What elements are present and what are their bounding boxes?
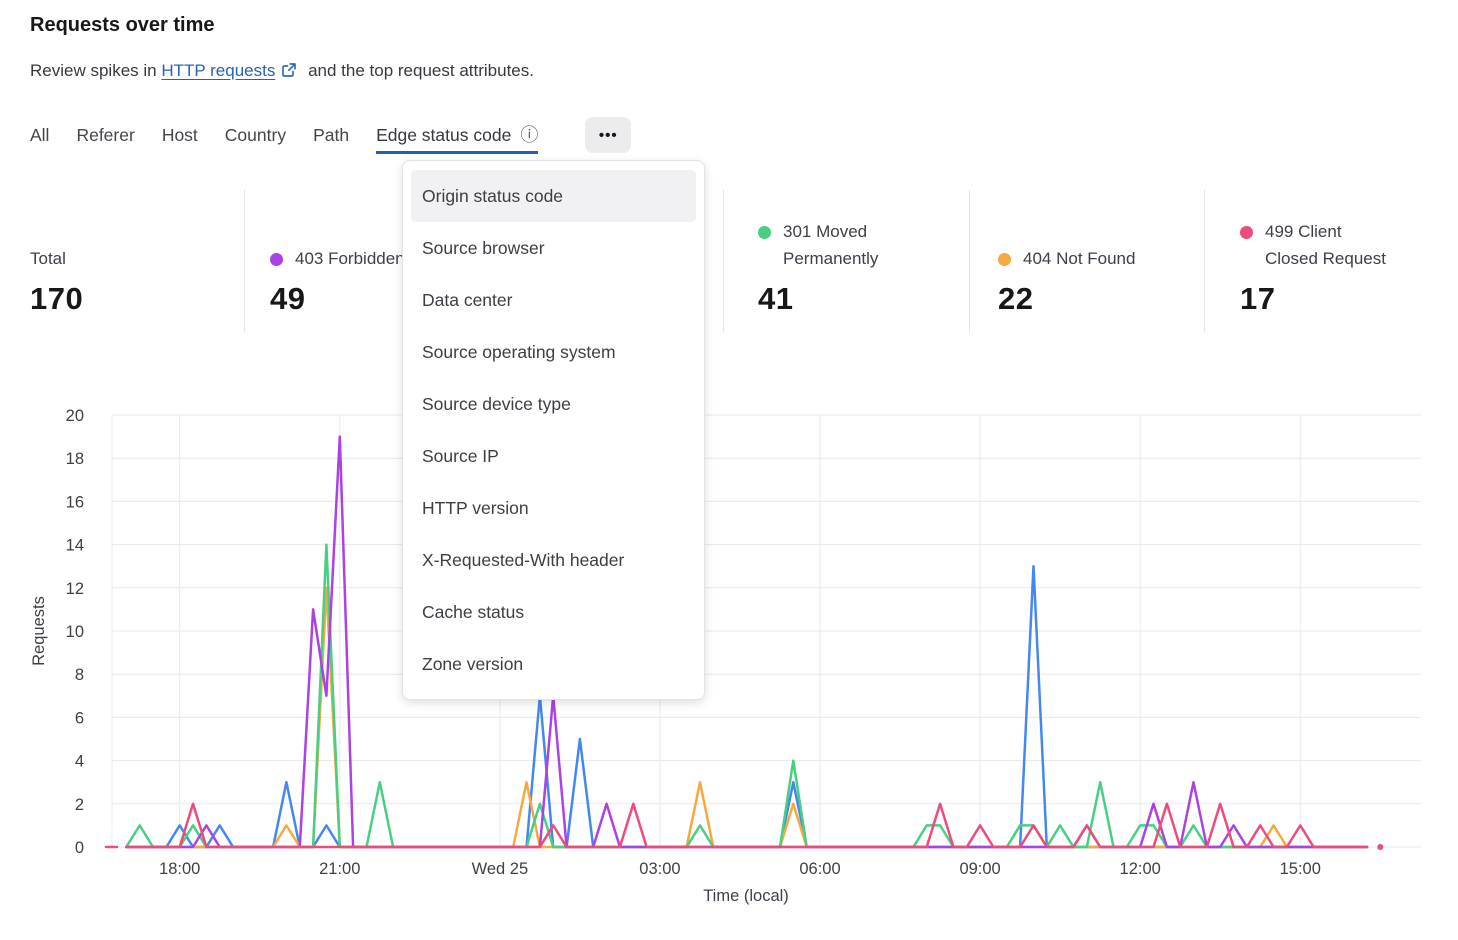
tab-all[interactable]: All xyxy=(30,124,50,145)
tab-edge-status-code-label: Edge status code xyxy=(376,124,512,145)
stat-card-301: 301 Moved Permanently 41 xyxy=(758,196,910,317)
external-link-icon xyxy=(281,62,297,83)
svg-text:8: 8 xyxy=(75,666,84,684)
svg-text:21:00: 21:00 xyxy=(319,860,360,878)
stat-value-403: 49 xyxy=(270,281,306,316)
svg-text:06:00: 06:00 xyxy=(799,860,840,878)
stat-divider xyxy=(244,190,245,332)
svg-text:2: 2 xyxy=(75,796,84,814)
svg-text:12: 12 xyxy=(66,580,84,598)
svg-text:10: 10 xyxy=(66,623,84,641)
subtitle-suffix: and the top request attributes. xyxy=(308,61,534,80)
active-tab-underline xyxy=(376,151,539,154)
stat-label-301: 301 Moved Permanently xyxy=(783,222,879,268)
legend-dot-404 xyxy=(998,252,1011,266)
tab-path[interactable]: Path xyxy=(313,124,350,145)
svg-text:Requests: Requests xyxy=(30,596,48,666)
stat-label-404: 404 Not Found xyxy=(1023,248,1136,268)
svg-text:18: 18 xyxy=(66,450,84,468)
menu-item-http-version[interactable]: HTTP version xyxy=(422,497,529,518)
menu-item-source-ip[interactable]: Source IP xyxy=(422,445,499,466)
menu-item-zone-version[interactable]: Zone version xyxy=(422,653,524,674)
menu-item-data-center[interactable]: Data center xyxy=(422,289,513,310)
svg-text:4: 4 xyxy=(75,753,84,771)
stat-total-label: Total xyxy=(30,248,66,268)
tab-referer[interactable]: Referer xyxy=(76,124,135,145)
menu-item-source-browser[interactable]: Source browser xyxy=(422,237,545,258)
stat-divider xyxy=(969,190,970,332)
info-icon[interactable]: ⓘ xyxy=(520,125,539,145)
svg-text:12:00: 12:00 xyxy=(1120,860,1161,878)
svg-text:Time (local): Time (local) xyxy=(703,887,789,905)
stat-card-499: 499 Client Closed Request 17 xyxy=(1240,196,1395,317)
svg-text:16: 16 xyxy=(66,493,84,511)
legend-dot-301 xyxy=(758,226,771,240)
tab-country[interactable]: Country xyxy=(224,124,287,145)
svg-text:6: 6 xyxy=(75,709,84,727)
svg-text:03:00: 03:00 xyxy=(639,860,680,878)
stat-divider xyxy=(723,190,724,332)
attribute-tabs: All Referer Host Country Path Edge statu… xyxy=(30,116,632,154)
menu-item-origin-status-code[interactable]: Origin status code xyxy=(411,170,696,222)
stat-card-403: 403 Forbidden 49 xyxy=(270,196,485,317)
http-requests-link[interactable]: HTTP requests xyxy=(161,61,276,80)
stat-divider xyxy=(1204,190,1205,332)
subtitle-prefix: Review spikes in xyxy=(30,61,157,80)
svg-text:0: 0 xyxy=(75,839,84,857)
requests-over-time-chart: 0 2 4 6 8 10 12 14 16 18 20 18:00 21:00 Wed 25 03:00 06… xyxy=(30,407,1421,905)
stat-card-404: 404 Not Found 22 xyxy=(998,196,1193,317)
svg-text:15:00: 15:00 xyxy=(1280,860,1321,878)
more-attributes-button[interactable]: ••• xyxy=(585,117,632,153)
legend-dot-499 xyxy=(1240,226,1253,240)
svg-text:14: 14 xyxy=(66,537,84,555)
attribute-dropdown-menu: Origin status code Source browser Data c… xyxy=(402,160,705,700)
stat-value-404: 22 xyxy=(998,281,1034,316)
stat-value-499: 17 xyxy=(1240,281,1276,316)
svg-text:Wed 25: Wed 25 xyxy=(472,860,529,878)
stat-total: Total 170 xyxy=(30,196,200,317)
stat-label-403: 403 Forbidden xyxy=(295,248,405,268)
stat-value-301: 41 xyxy=(758,281,794,316)
svg-text:09:00: 09:00 xyxy=(959,860,1000,878)
svg-text:20: 20 xyxy=(66,407,84,425)
menu-item-cache-status[interactable]: Cache status xyxy=(422,601,525,622)
menu-item-source-operating-system[interactable]: Source operating system xyxy=(422,341,616,362)
svg-text:18:00: 18:00 xyxy=(159,860,200,878)
page-subtitle: Review spikes in HTTP requests and the t… xyxy=(30,61,534,83)
page-title: Requests over time xyxy=(30,14,215,36)
tab-edge-status-code[interactable]: Edge status code ⓘ xyxy=(376,116,539,154)
menu-item-source-device-type[interactable]: Source device type xyxy=(422,393,571,414)
stat-label-499: 499 Client Closed Request xyxy=(1265,222,1386,268)
legend-dot-403 xyxy=(270,252,283,266)
tab-host[interactable]: Host xyxy=(161,124,198,145)
stat-total-value: 170 xyxy=(30,281,84,316)
menu-item-x-requested-with-header[interactable]: X-Requested-With header xyxy=(422,549,625,570)
